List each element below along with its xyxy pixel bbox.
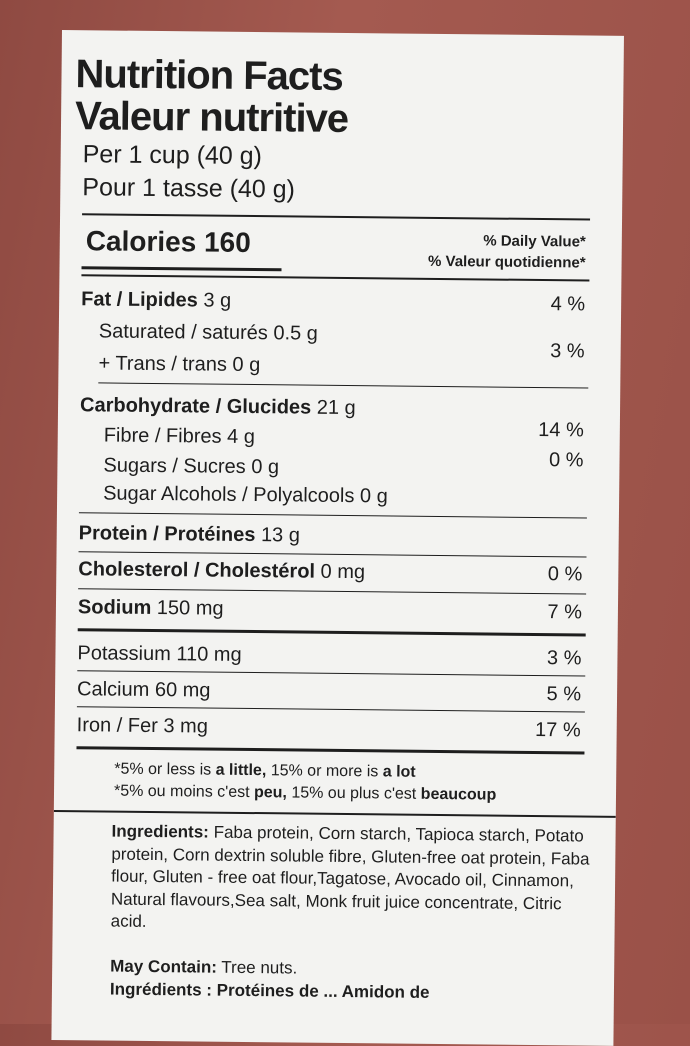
dv-header: % Daily Value*% Valeur quotidienne*: [427, 232, 586, 272]
nutrient-dv: 4 %: [550, 293, 586, 316]
nutrient-row-sugar-alcohols: Sugar Alcohols / Polyalcools 0 g: [103, 482, 583, 513]
nutrient-dv: 14 %: [538, 419, 584, 442]
ingredients: Ingredients: Faba protein, Corn starch, …: [111, 821, 592, 939]
ingredients-label: Ingredients:: [111, 821, 210, 842]
nutrient-label: Fibre / Fibres: [103, 424, 222, 448]
nutrient-dv: 5 %: [546, 683, 582, 706]
title-fr: Valeur nutritive: [74, 94, 349, 141]
nutrient-amount: 0.5 g: [273, 322, 318, 345]
title-en: Nutrition Facts: [75, 52, 343, 99]
nutrient-amount: 150 mg: [156, 597, 224, 620]
nutrient-label: Saturated / saturés: [98, 320, 268, 345]
nutrient-label: Potassium: [77, 642, 171, 666]
nutrient-row-carbohydrate: Carbohydrate / Glucides 21 g: [80, 394, 584, 425]
nutrient-dv: 7 %: [547, 601, 583, 624]
nutrient-row-iron: Iron / Fer 3 mg 17 %: [77, 714, 581, 745]
nutrient-row-fibre: Fibre / Fibres 4 g 14 %: [103, 419, 584, 455]
nutrient-amount: 0 g: [251, 456, 280, 479]
footnote-bold: a lot: [382, 763, 416, 781]
nutrient-label: Iron / Fer: [76, 714, 158, 738]
calories-value: 160: [203, 226, 251, 258]
nutrient-row-protein: Protein / Protéines 13 g: [79, 522, 583, 553]
divider: [81, 274, 590, 282]
nutrient-label: Carbohydrate / Glucides: [79, 394, 312, 419]
footnote-text: 15% ou plus c'est: [286, 784, 421, 803]
divider: [78, 512, 587, 519]
divider: [81, 266, 282, 272]
nutrient-dv: 17 %: [534, 718, 581, 742]
nutrient-amount: 110 mg: [176, 643, 242, 666]
nutrient-amount: 13 g: [260, 524, 301, 547]
divider: [82, 213, 591, 221]
nutrient-amount: 0 mg: [320, 560, 366, 584]
divider: [53, 809, 616, 818]
ingredients-fr: Ingrédients : Protéines de ... Amidon de: [110, 979, 590, 1007]
nutrient-dv: 3 %: [550, 340, 585, 363]
nutrient-row-sodium: Sodium 150 mg 7 %: [78, 596, 582, 627]
nutrient-row-cholesterol: Cholesterol / Cholestérol 0 mg 0 %: [78, 558, 582, 589]
nutrient-label: Sugars / Sucres: [103, 454, 246, 478]
calories: Calories 160: [86, 225, 251, 259]
calories-label: Calories: [85, 225, 197, 258]
footnote-text: 15% or more is: [266, 762, 383, 781]
footnote-text: *5% or less is: [114, 760, 216, 779]
nutrient-amount: 3 g: [203, 289, 232, 312]
divider: [78, 588, 587, 595]
dv-fr: % Valeur quotidienne*: [427, 252, 586, 272]
nutrient-row-trans: + Trans / trans 0 g 3 %: [98, 340, 584, 383]
footnote-text: *5% ou moins c'est: [113, 782, 255, 802]
divider: [98, 382, 589, 389]
footnote-bold: beaucoup: [420, 785, 497, 804]
nutrient-label: Sodium: [77, 596, 152, 619]
footnote-bold: a little,: [215, 761, 267, 780]
nutrient-label: Cholesterol / Cholestérol: [78, 558, 316, 583]
dv-en: % Daily Value*: [483, 232, 586, 251]
nutrient-row-saturated: Saturated / saturés 0.5 g: [99, 320, 585, 351]
nutrient-amount: 60 mg: [154, 679, 211, 702]
may-contain-text: Tree nuts.: [221, 957, 298, 978]
nutrient-amount: 0 g: [359, 485, 388, 508]
nutrient-dv: 0 %: [547, 563, 583, 586]
nutrient-amount: 3 mg: [163, 715, 209, 738]
nutrient-row-fat: Fat / Lipides 3 g 4 %: [81, 288, 585, 319]
nutrient-amount: 0 g: [232, 353, 261, 377]
nutrient-label: Fat / Lipides: [81, 288, 198, 312]
nutrient-label: Protein / Protéines: [78, 522, 256, 547]
nutrient-row-calcium: Calcium 60 mg 5 %: [77, 678, 581, 709]
nutrient-dv: 0 %: [548, 449, 584, 472]
ingredients-fr-text: Ingrédients : Protéines de ... Amidon de: [109, 979, 430, 1002]
nutrient-dv: 3 %: [546, 647, 582, 670]
nutrient-label: + Trans / trans: [98, 352, 228, 376]
nutrient-label: Sugar Alcohols / Polyalcools: [103, 482, 355, 508]
nutrient-row-sugars: Sugars / Sucres 0 g 0 %: [103, 449, 583, 485]
nutrient-label: Calcium: [76, 678, 150, 701]
nutrition-label: Nutrition Facts Valeur nutritive Per 1 c…: [51, 30, 624, 1046]
serving-fr: Pour 1 tasse (40 g): [82, 173, 296, 204]
nutrient-row-potassium: Potassium 110 mg 3 %: [77, 642, 581, 673]
nutrient-amount: 4 g: [227, 425, 256, 449]
footnote-fr: *5% ou moins c'est peu, 15% ou plus c'es…: [114, 783, 496, 805]
divider: [77, 628, 586, 637]
footnote-en: *5% or less is a little, 15% or more is …: [114, 761, 416, 782]
nutrient-amount: 21 g: [316, 396, 356, 420]
divider: [76, 746, 585, 755]
footnote-bold: peu,: [253, 784, 288, 802]
serving-en: Per 1 cup (40 g): [82, 140, 263, 171]
may-contain-label: May Contain:: [110, 956, 218, 977]
